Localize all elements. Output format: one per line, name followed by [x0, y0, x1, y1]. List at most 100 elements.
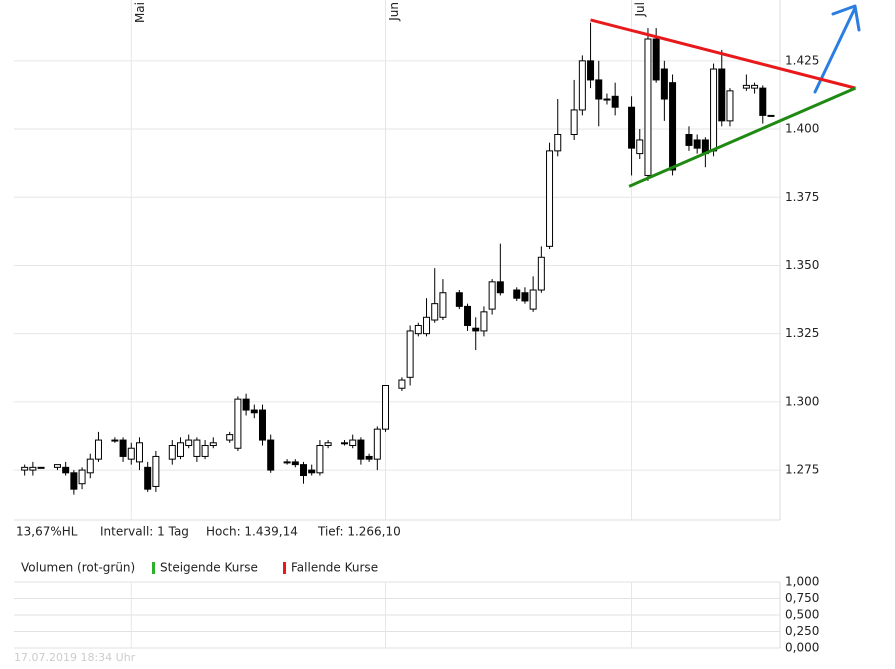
candle-body — [595, 79, 603, 100]
candle-body — [37, 466, 45, 469]
candle-body — [742, 84, 750, 89]
candle-body — [455, 292, 463, 307]
candle-body — [341, 442, 349, 445]
candle-body — [234, 398, 242, 449]
y-tick-label: 0,750 — [785, 591, 819, 605]
x-tick-label: Mai — [133, 2, 147, 23]
x-tick-label: Jul — [633, 2, 647, 17]
candle-body — [636, 139, 644, 155]
candle-body — [185, 439, 193, 447]
candle-body — [226, 434, 234, 441]
candle-body — [628, 106, 636, 149]
candle-body — [242, 398, 250, 411]
candle-body — [382, 384, 390, 430]
candle-body — [488, 281, 496, 310]
legend-swatch — [152, 562, 155, 574]
candle-body — [480, 311, 488, 332]
candle-body — [316, 445, 324, 474]
candle-body — [751, 84, 759, 89]
y-tick-label: 0,250 — [785, 624, 819, 638]
candle-body — [357, 439, 365, 460]
candle-body — [29, 466, 37, 471]
stat-label: Hoch: 1.439,14 — [206, 525, 298, 539]
candle-body — [587, 60, 595, 81]
y-tick-label: 1.375 — [785, 190, 819, 204]
stat-label: Intervall: 1 Tag — [100, 525, 189, 539]
candle-body — [718, 68, 726, 122]
candle-body — [546, 150, 554, 247]
y-tick-label: 1.400 — [785, 122, 819, 136]
candle-body — [439, 292, 447, 318]
candle-body — [537, 256, 545, 291]
candle-body — [603, 98, 611, 101]
candle-body — [21, 466, 29, 471]
candle-body — [94, 439, 102, 460]
candle-body — [554, 134, 562, 152]
legend-label: Fallende Kurse — [291, 561, 378, 575]
candle-body — [267, 439, 275, 471]
candle-body — [726, 90, 734, 122]
trend-line — [590, 18, 856, 90]
candle-body — [529, 289, 537, 310]
candle-body — [759, 87, 767, 116]
y-tick-label: 0,000 — [785, 641, 819, 655]
candle-body — [644, 38, 652, 176]
candle-body — [62, 466, 70, 474]
y-tick-label: 1.325 — [785, 326, 819, 340]
candle-body — [152, 455, 160, 487]
candle-body — [250, 409, 258, 414]
y-tick-label: 1.350 — [785, 258, 819, 272]
candle-body — [652, 38, 660, 81]
candle-body — [209, 442, 217, 447]
candle-body — [398, 379, 406, 389]
candle-body — [578, 60, 586, 111]
candle-body — [513, 289, 521, 299]
candle-body — [119, 439, 127, 457]
candle-body — [300, 464, 308, 477]
x-tick-label: Jun — [387, 2, 401, 22]
timestamp: 17.07.2019 18:34 Uhr — [14, 651, 136, 664]
candle-body — [767, 114, 775, 117]
candle-body — [324, 442, 332, 447]
candle-body — [660, 68, 668, 100]
panel-title: Volumen (rot-grün) — [21, 561, 135, 575]
candle-body — [414, 324, 422, 335]
candle-body — [685, 134, 693, 146]
candle-body — [111, 439, 119, 442]
candle-body — [193, 439, 201, 457]
candle-body — [144, 466, 152, 490]
y-tick-label: 1,000 — [785, 575, 819, 589]
y-tick-label: 1.275 — [785, 463, 819, 477]
candle-body — [127, 447, 135, 460]
candle-body — [431, 303, 439, 321]
candle-body — [308, 469, 316, 474]
candle-body — [669, 82, 677, 171]
legend-label: Steigende Kurse — [160, 561, 258, 575]
y-tick-label: 0,500 — [785, 608, 819, 622]
candle-body — [496, 281, 504, 294]
candle-body — [570, 109, 578, 136]
candle-body — [78, 469, 86, 485]
candle-body — [710, 68, 718, 152]
stat-label: Tief: 1.266,10 — [317, 525, 401, 539]
candle-body — [70, 472, 78, 490]
stat-label: 13,67%HL — [16, 525, 78, 539]
candle-body — [373, 428, 381, 460]
candle-body — [611, 95, 619, 108]
candle-body — [472, 327, 480, 332]
candle-body — [86, 458, 94, 474]
candle-body — [349, 439, 357, 447]
candle-body — [464, 305, 472, 326]
candle-body — [201, 445, 209, 457]
candle-body — [406, 330, 414, 378]
trend-line — [628, 86, 857, 188]
y-tick-label: 1.300 — [785, 394, 819, 408]
candle-body — [135, 442, 143, 463]
candle-body — [168, 445, 176, 460]
candle-body — [423, 316, 431, 335]
y-tick-label: 1.425 — [785, 53, 819, 67]
candle-body — [521, 292, 529, 302]
candle-body — [258, 409, 266, 441]
